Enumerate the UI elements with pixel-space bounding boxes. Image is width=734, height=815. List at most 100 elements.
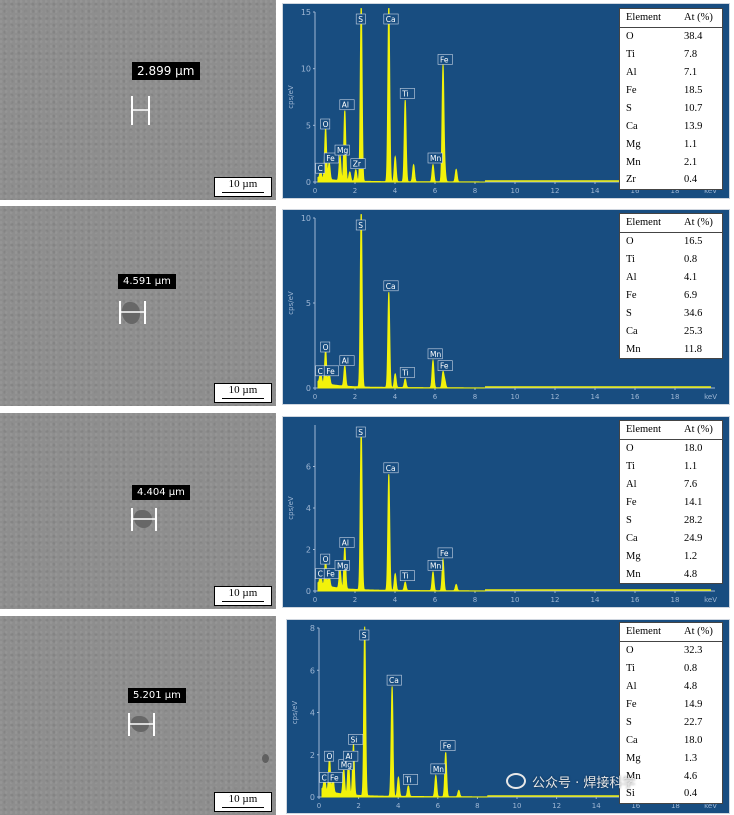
- peak-label-al: Al: [342, 357, 349, 366]
- scale-bar-line: [222, 398, 264, 399]
- table-header: Element At (%): [620, 9, 722, 28]
- peak-label-box: [437, 54, 453, 65]
- table-row: S 34.6: [620, 304, 722, 322]
- atomic-percent: 14.9: [684, 699, 703, 710]
- table-row: Ti 0.8: [620, 660, 722, 678]
- table-row: Si 0.4: [620, 785, 722, 803]
- table-row: Ca 24.9: [620, 529, 722, 547]
- x-tick-label: 6: [436, 802, 441, 810]
- table-row: S 28.2: [620, 511, 722, 529]
- atomic-percent: 22.7: [684, 716, 703, 728]
- peak-label-s: S: [358, 428, 363, 437]
- y-tick-label: 2: [306, 546, 311, 555]
- peak-label-box: [427, 560, 443, 571]
- peak-label-box: [437, 547, 453, 559]
- atomic-percent: 4.8: [684, 568, 698, 580]
- spectrum-plot: 0 2 4 6 8 10 12 14 16 18 keV051015cps/eVCOFeMgAlZr…: [287, 8, 717, 195]
- table-row: Mg 1.2: [620, 547, 722, 565]
- peak-label-mn: Mn: [430, 561, 441, 570]
- table-row: Al 4.8: [620, 678, 722, 696]
- element-symbol: O: [626, 31, 634, 43]
- y-tick-label: 0: [310, 793, 315, 802]
- x-tick-label: 14: [592, 802, 601, 810]
- element-symbol: Mg: [626, 138, 641, 150]
- atomic-percent: 4.8: [684, 681, 698, 693]
- table-row: Fe 6.9: [620, 287, 722, 305]
- peak-label-ti: Ti: [401, 369, 408, 378]
- atomic-percent: 16.5: [684, 236, 703, 248]
- x-tick-label: 10: [511, 596, 520, 604]
- x-tick-label: 0: [313, 596, 317, 604]
- atomic-percent: 13.9: [684, 120, 703, 132]
- peak-label-box: [427, 348, 443, 360]
- element-symbol: Ti: [626, 663, 635, 675]
- atomic-percent: 6.9: [684, 290, 698, 301]
- x-tick-label: 8: [473, 596, 477, 604]
- peak-label-fe: Fe: [326, 154, 335, 163]
- element-symbol: Mn: [626, 568, 641, 580]
- table-row: Ti 1.1: [620, 458, 722, 476]
- peak-label-c: C: [318, 367, 323, 376]
- atomic-percent: 11.8: [684, 343, 702, 355]
- x-axis-unit: keV: [704, 187, 717, 195]
- scale-bar-line: [222, 192, 264, 193]
- atomic-percent: 24.9: [684, 532, 703, 544]
- peak-label-mg: Mg: [337, 561, 348, 570]
- scale-bar: 10 µm: [214, 586, 272, 606]
- x-axis-unit: keV: [704, 802, 717, 810]
- x-tick-label: 18: [671, 187, 680, 195]
- x-tick-label: 10: [511, 187, 520, 195]
- table-row: O 32.3: [620, 642, 722, 660]
- header-element: Element: [626, 424, 661, 436]
- element-symbol: Mg: [626, 550, 641, 562]
- x-tick-label: 14: [591, 596, 600, 604]
- eds-spectrum: 0 2 4 6 8 10 12 14 16 18 keV 0 2 4 6 cps/eV C O Fe Mg Al S Ca T…: [282, 416, 730, 608]
- peak-label-fe: Fe: [443, 742, 452, 751]
- y-tick-label: 0: [306, 587, 311, 596]
- peak-label-c: C: [318, 164, 323, 173]
- peak-label-mn: Mn: [430, 350, 441, 359]
- table-row: O 16.5: [620, 233, 722, 251]
- element-symbol: Ca: [626, 532, 638, 544]
- header-element: Element: [626, 12, 661, 24]
- measurement-caliper: [128, 713, 155, 736]
- table-row: Ti 7.8: [620, 46, 722, 64]
- peak-label-al: Al: [342, 101, 349, 110]
- y-axis-unit: cps/eV: [287, 496, 295, 520]
- element-symbol: S: [626, 514, 632, 526]
- peak-label-box: [399, 570, 415, 581]
- panel-row-3: 4.404 µm 10 µm 0 2 4 6 8 10 12 14 16 18 keV 0 2 4 6 cps/e…: [0, 413, 734, 609]
- peak-label-ca: Ca: [389, 676, 399, 685]
- scale-bar: 10 µm: [214, 383, 272, 403]
- element-symbol: Al: [626, 479, 637, 491]
- measurement-caliper: [131, 508, 157, 531]
- wechat-icon: [506, 773, 526, 789]
- atomic-percent: 1.1: [684, 138, 698, 150]
- table-row: Al 7.1: [620, 64, 722, 82]
- header-element: Element: [626, 217, 661, 229]
- table-row: Al 4.1: [620, 269, 722, 287]
- peak-label-box: [355, 426, 366, 438]
- measurement-label: 5.201 µm: [128, 688, 186, 703]
- table-row: Mg 1.3: [620, 749, 722, 767]
- x-tick-label: 2: [353, 187, 357, 195]
- atomic-percent: 18.5: [684, 85, 703, 96]
- scale-bar-label: 10 µm: [228, 178, 258, 190]
- table-row: S 10.7: [620, 99, 722, 117]
- x-tick-label: 16: [631, 802, 640, 810]
- element-symbol: Al: [626, 67, 637, 79]
- watermark: 公众号 · 焊接科学: [506, 770, 635, 792]
- peak-label-o: O: [323, 343, 329, 352]
- peak-label-box: [348, 734, 364, 745]
- sem-image: 2.899 µm 10 µm: [0, 0, 276, 200]
- peak-label-si: Si: [350, 735, 357, 744]
- element-symbol: O: [626, 236, 634, 248]
- x-tick-label: 4: [393, 596, 398, 604]
- element-symbol: Fe: [626, 290, 637, 301]
- peak-label-c: C: [322, 773, 327, 782]
- spectrum-plot: 0 2 4 6 8 10 12 14 16 18 keV0246cps/eVCOFeMgAlSCaT…: [287, 425, 717, 604]
- table-row: Ca 18.0: [620, 731, 722, 749]
- header-at-percent: At (%): [684, 626, 713, 638]
- spectrum-series: [321, 626, 488, 798]
- y-tick-label: 4: [310, 709, 315, 718]
